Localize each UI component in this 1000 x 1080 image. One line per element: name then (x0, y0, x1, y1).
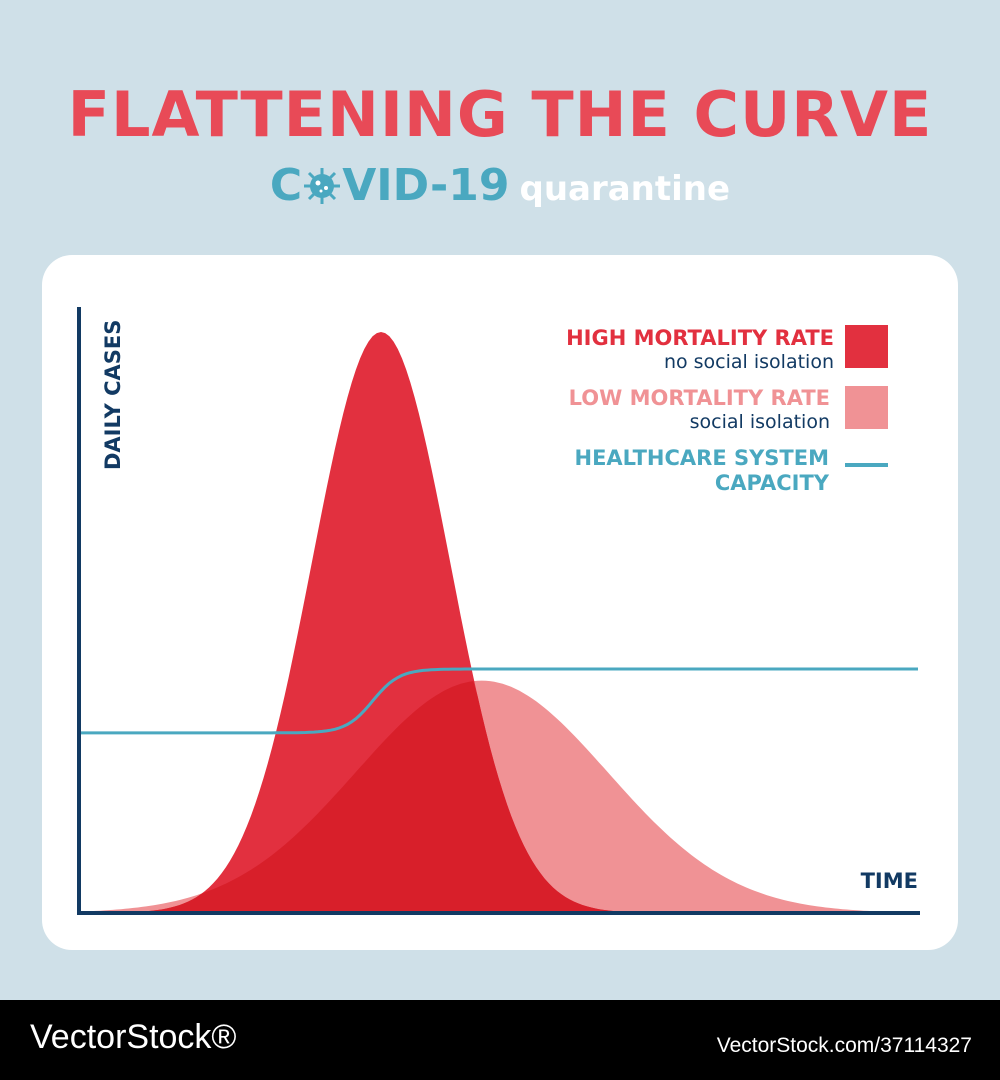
legend-capacity-label2: CAPACITY (715, 471, 830, 495)
x-axis-label: TIME (861, 869, 918, 893)
legend-capacity-label: HEALTHCARE SYSTEM (575, 446, 830, 470)
virus-icon (302, 166, 342, 217)
chart-svg: DAILY CASES TIME HIGH MORTALITY RATE no … (77, 307, 920, 915)
quarantine-label: quarantine (519, 169, 731, 209)
legend-high-label: HIGH MORTALITY RATE (566, 326, 834, 350)
footer-bar: VectorStock® VectorStock.com/37114327 (0, 1000, 1000, 1080)
page-title: FLATTENING THE CURVE (67, 78, 933, 151)
footer-brand: VectorStock® (30, 1018, 237, 1056)
y-axis-label: DAILY CASES (101, 320, 125, 470)
legend-low-label: LOW MORTALITY RATE (569, 386, 830, 410)
covid-label: C VID-19 (270, 160, 510, 211)
legend: HIGH MORTALITY RATE no social isolation … (566, 325, 888, 495)
high-mortality-area (79, 332, 918, 913)
legend-low-swatch (845, 386, 888, 429)
capacity-line (79, 667, 918, 735)
subtitle: C VID-19 quarantine (0, 160, 1000, 217)
footer-image-id: VectorStock.com/37114327 (716, 1034, 972, 1057)
covid-letter-c: C (269, 160, 303, 211)
legend-high-sub: no social isolation (664, 351, 834, 373)
legend-high-swatch (845, 325, 888, 368)
overlap-area (79, 681, 918, 913)
legend-low-sub: social isolation (690, 411, 830, 433)
covid-rest: VID-19 (342, 160, 510, 211)
